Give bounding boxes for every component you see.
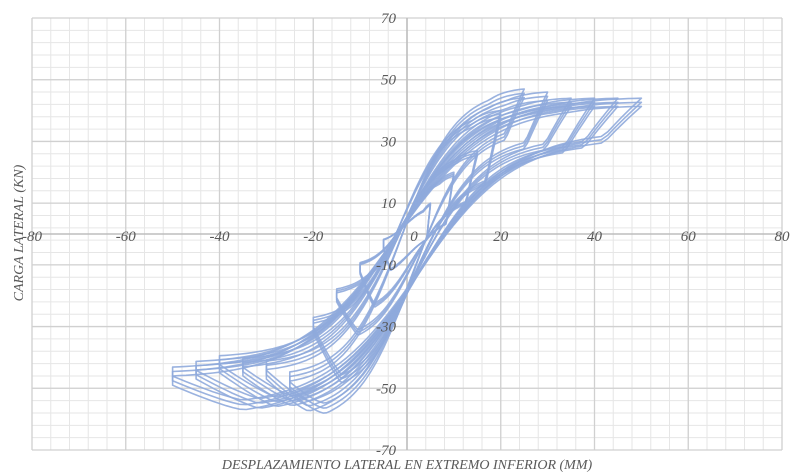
x-tick-label: 60 [681, 229, 697, 245]
x-tick-label: 0 [410, 229, 418, 245]
y-tick-label: -70 [376, 443, 396, 459]
x-tick-label: 20 [493, 229, 509, 245]
y-tick-label: -50 [376, 381, 396, 397]
grid [31, 17, 783, 451]
y-tick-label: -10 [376, 258, 396, 274]
y-tick-label: 70 [381, 11, 397, 27]
x-axis-title: DESPLAZAMIENTO LATERAL EN EXTREMO INFERI… [221, 458, 593, 473]
hysteresis-loops [171, 88, 643, 414]
hysteresis-loop-50mm-1 [171, 97, 643, 411]
y-tick-label: 10 [381, 196, 397, 212]
hysteresis-loop-50mm-2 [171, 101, 643, 406]
y-tick-label: 30 [380, 134, 397, 150]
x-tick-label: -40 [210, 229, 230, 245]
x-tick-label: -80 [22, 229, 42, 245]
y-tick-label: 50 [381, 73, 397, 89]
x-tick-label: -60 [116, 229, 136, 245]
hysteresis-loop-50mm-3 [171, 105, 643, 401]
y-axis-title: CARGA LATERAL (KN) [12, 164, 27, 301]
x-tick-label: 80 [775, 229, 791, 245]
hysteresis-loop-25mm-1 [289, 88, 525, 414]
x-tick-label: -20 [303, 229, 323, 245]
hysteresis-loop-25mm-2 [289, 92, 525, 409]
x-tick-label: 40 [587, 229, 603, 245]
tick-labels: -80 -60 -40 -20 0 20 40 60 80 70 50 30 10 -10 -30 -50 -7… [22, 11, 790, 459]
y-tick-label: -30 [376, 320, 396, 336]
